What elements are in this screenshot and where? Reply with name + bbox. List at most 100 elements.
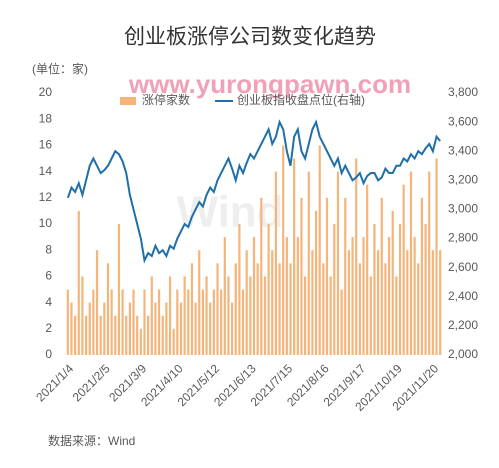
bar	[307, 171, 310, 355]
bar	[366, 184, 369, 355]
watermark: www.yurongpawn.com	[128, 69, 411, 99]
bar	[417, 263, 420, 355]
bar	[183, 276, 186, 355]
bar	[201, 289, 204, 355]
bar	[409, 171, 413, 355]
bar	[377, 250, 380, 355]
bar	[263, 276, 267, 355]
bar	[358, 263, 361, 355]
bar	[172, 328, 175, 355]
bar	[402, 184, 405, 355]
bar	[271, 250, 274, 355]
bar	[435, 158, 438, 355]
y-tick-label: 14	[39, 164, 53, 178]
bar	[256, 263, 259, 355]
y2-tick-label: 3,800	[448, 85, 478, 99]
bar	[147, 315, 150, 355]
bar	[351, 237, 354, 355]
y-tick-label: 6	[45, 269, 52, 283]
bar	[311, 250, 314, 355]
y-tick-label: 4	[45, 295, 52, 309]
y2-tick-label: 3,400	[448, 143, 478, 157]
legend-swatch	[120, 97, 136, 105]
bar	[282, 145, 285, 355]
bar	[143, 289, 146, 355]
bar	[333, 224, 336, 355]
bar	[369, 276, 372, 355]
bar	[398, 224, 402, 355]
bar	[293, 158, 296, 355]
bar	[99, 315, 102, 355]
bar	[187, 289, 190, 355]
bar	[132, 289, 135, 355]
bar	[176, 289, 179, 355]
y-tick-label: 20	[39, 85, 53, 99]
bar	[325, 197, 329, 355]
bar	[125, 315, 128, 355]
bar	[384, 263, 387, 355]
bar	[267, 224, 270, 355]
bar	[150, 276, 153, 355]
bar	[238, 224, 241, 355]
y-unit-label: (单位：家)	[32, 61, 88, 76]
bar	[296, 237, 299, 355]
bar	[424, 224, 427, 355]
bar	[212, 289, 215, 355]
bar	[314, 210, 318, 355]
bar	[128, 302, 131, 355]
bar	[106, 263, 110, 355]
bar	[154, 302, 157, 355]
y2-tick-label: 2,000	[448, 347, 478, 361]
bar	[355, 158, 358, 355]
bar	[66, 289, 69, 355]
bar	[431, 250, 434, 355]
y-tick-label: 2	[45, 321, 52, 335]
bar	[340, 289, 343, 355]
bar	[391, 210, 394, 355]
bar	[362, 237, 365, 355]
bar	[70, 302, 73, 355]
y2-tick-label: 2,400	[448, 289, 478, 303]
bar	[74, 315, 77, 355]
bar	[161, 315, 164, 355]
bar	[395, 276, 398, 355]
bar	[304, 276, 307, 355]
bar	[289, 263, 292, 355]
bar	[190, 263, 194, 355]
bar	[252, 237, 256, 355]
bar	[95, 250, 99, 355]
y2-tick-label: 2,600	[448, 260, 478, 274]
bar	[249, 276, 252, 355]
legend-label: 创业板指收盘点位(右轴)	[237, 92, 365, 107]
bar	[278, 263, 281, 355]
bar	[344, 197, 347, 355]
bar	[322, 263, 325, 355]
x-tick-label: 2021/2/5	[70, 361, 113, 404]
bar	[117, 224, 121, 355]
source: 数据来源：Wind	[48, 433, 135, 448]
bar	[110, 289, 113, 355]
bar	[88, 302, 91, 355]
y-tick-label: 10	[39, 216, 53, 230]
bar	[413, 237, 416, 355]
bar	[81, 276, 84, 355]
bar	[420, 197, 424, 355]
bar	[406, 250, 409, 355]
bar	[234, 263, 237, 355]
bar	[231, 302, 234, 355]
y2-tick-label: 2,200	[448, 318, 478, 332]
bar	[136, 315, 139, 355]
bar	[77, 210, 80, 355]
bar	[227, 276, 230, 355]
bar	[260, 197, 263, 355]
bar	[329, 276, 332, 355]
bar	[205, 276, 208, 355]
bar	[336, 171, 340, 355]
bar	[121, 289, 124, 355]
y-tick-label: 16	[39, 138, 53, 152]
bar	[285, 237, 288, 355]
bar	[179, 302, 183, 355]
bar	[373, 224, 376, 355]
bar	[92, 289, 95, 355]
bar	[198, 250, 201, 355]
